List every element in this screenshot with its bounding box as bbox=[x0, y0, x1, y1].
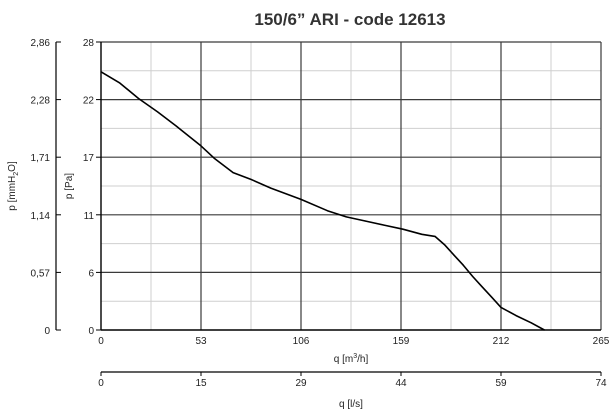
data-point bbox=[300, 198, 302, 200]
data-point bbox=[443, 244, 445, 246]
y2-tick-label: 2,86 bbox=[31, 38, 51, 49]
data-point bbox=[515, 315, 517, 317]
x-tick-label: 53 bbox=[195, 336, 207, 347]
data-point bbox=[402, 228, 404, 230]
x2-tick-label: 59 bbox=[495, 378, 507, 389]
data-point bbox=[213, 157, 215, 159]
y2-tick-label: 1,71 bbox=[31, 153, 51, 164]
x-title-sup: 3 bbox=[353, 353, 357, 360]
x2-tick-label: 74 bbox=[595, 378, 607, 389]
y-tick-label: 11 bbox=[84, 211, 95, 222]
data-point bbox=[462, 264, 464, 266]
x-title-main: q [m bbox=[334, 354, 353, 365]
x-tick-label: 212 bbox=[493, 336, 510, 347]
data-point bbox=[232, 172, 234, 174]
x2-tick-label: 15 bbox=[195, 378, 207, 389]
x2-tick-label: 44 bbox=[395, 378, 407, 389]
data-point bbox=[270, 187, 272, 189]
y-tick-label: 28 bbox=[83, 38, 95, 49]
data-point bbox=[119, 82, 121, 84]
y-tick-label: 6 bbox=[88, 268, 94, 279]
data-point bbox=[481, 286, 483, 288]
x-tick-label: 0 bbox=[98, 336, 104, 347]
data-point bbox=[472, 275, 474, 278]
data-point bbox=[453, 254, 455, 256]
series-line-0 bbox=[100, 71, 545, 331]
data-point bbox=[251, 179, 253, 181]
y-tick-label: 0 bbox=[88, 326, 94, 337]
data-point bbox=[530, 322, 532, 324]
data-point bbox=[383, 224, 385, 226]
data-point bbox=[175, 125, 178, 127]
y2-tick-label: 0 bbox=[44, 326, 50, 337]
data-point bbox=[100, 71, 102, 73]
data-point bbox=[345, 216, 347, 218]
y2-axis-title: p [mmH2O] bbox=[7, 161, 20, 211]
data-point bbox=[490, 296, 493, 298]
x2-tick-label: 29 bbox=[295, 378, 307, 389]
y2-title-main: p [mmH bbox=[7, 176, 18, 211]
y2-tick-label: 2,28 bbox=[31, 96, 51, 107]
y2-tick-label: 0,57 bbox=[31, 268, 51, 279]
y2-tick-label: 1,14 bbox=[31, 211, 51, 222]
data-point bbox=[138, 97, 140, 100]
data-point bbox=[200, 145, 202, 147]
y2-title-sub: 2 bbox=[13, 172, 20, 176]
data-point bbox=[500, 306, 502, 308]
x2-axis-title: q [l/s] bbox=[339, 399, 363, 410]
x-tick-label: 106 bbox=[293, 336, 310, 347]
axes: 0 6 11 17 22 28 p [Pa] 0 0,57 1,14 1,71 2,28 2,86 p [… bbox=[7, 38, 610, 410]
data-point bbox=[364, 220, 366, 222]
y-axis-title: p [Pa] bbox=[64, 173, 75, 199]
x-tick-label: 265 bbox=[593, 336, 610, 347]
x-tick-label: 159 bbox=[393, 336, 410, 347]
x-axis-title: q [m3/h] bbox=[334, 353, 369, 365]
data-point bbox=[434, 235, 436, 237]
y-tick-label: 22 bbox=[83, 96, 95, 107]
data-point bbox=[157, 111, 159, 113]
grid bbox=[100, 41, 602, 331]
data-point bbox=[543, 329, 545, 331]
y2-title-end: O] bbox=[7, 161, 18, 172]
y-tick-label: 17 bbox=[83, 153, 95, 164]
chart-title: 150/6” ARI - code 12613 bbox=[254, 10, 445, 29]
data-marks bbox=[100, 71, 545, 331]
x-title-end: /h] bbox=[357, 354, 368, 365]
data-point bbox=[421, 233, 423, 235]
data-point bbox=[326, 210, 329, 212]
x2-tick-label: 0 bbox=[98, 378, 104, 389]
